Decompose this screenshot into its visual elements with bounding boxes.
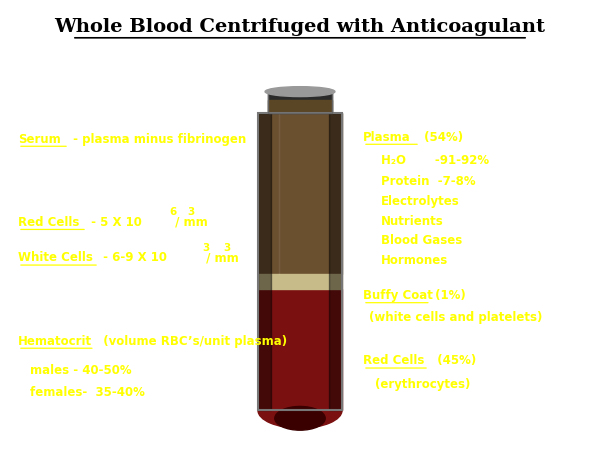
Ellipse shape bbox=[265, 87, 335, 97]
Text: Buffy Coat: Buffy Coat bbox=[363, 289, 433, 302]
Text: Protein  -7-8%: Protein -7-8% bbox=[381, 175, 476, 188]
Text: - 6-9 X 10: - 6-9 X 10 bbox=[99, 252, 167, 265]
Text: Red Cells: Red Cells bbox=[363, 355, 424, 367]
Bar bbox=[258, 113, 342, 410]
Text: 6: 6 bbox=[169, 207, 176, 217]
Bar bbox=[329, 113, 342, 410]
Text: Whole Blood Centrifuged with Anticoagulant: Whole Blood Centrifuged with Anticoagula… bbox=[55, 18, 545, 36]
Text: females-  35-40%: females- 35-40% bbox=[30, 386, 145, 399]
Bar bbox=[258, 274, 342, 288]
Text: Hormones: Hormones bbox=[381, 254, 448, 267]
Bar bbox=[268, 92, 332, 113]
Text: 3: 3 bbox=[187, 207, 194, 217]
Text: / mm: / mm bbox=[202, 252, 239, 265]
Text: Nutrients: Nutrients bbox=[381, 215, 444, 228]
Ellipse shape bbox=[275, 406, 325, 430]
Text: 3: 3 bbox=[224, 243, 231, 253]
Text: (54%): (54%) bbox=[420, 130, 463, 144]
Bar bbox=[268, 100, 332, 113]
Text: Hematocrit: Hematocrit bbox=[18, 335, 92, 347]
Text: (white cells and platelets): (white cells and platelets) bbox=[369, 311, 542, 324]
Text: - plasma minus fibrinogen: - plasma minus fibrinogen bbox=[69, 133, 246, 146]
Text: White Cells: White Cells bbox=[18, 252, 93, 265]
Text: Serum: Serum bbox=[18, 133, 61, 146]
Bar bbox=[258, 113, 271, 410]
Text: Plasma: Plasma bbox=[363, 130, 411, 144]
Text: (1%): (1%) bbox=[431, 289, 466, 302]
Text: (volume RBC’s/unit plasma): (volume RBC’s/unit plasma) bbox=[95, 335, 287, 347]
Text: Electrolytes: Electrolytes bbox=[381, 195, 460, 208]
Text: Red Cells: Red Cells bbox=[18, 216, 79, 229]
Text: - 5 X 10: - 5 X 10 bbox=[87, 216, 142, 229]
Text: H₂O       -91-92%: H₂O -91-92% bbox=[381, 154, 489, 167]
Ellipse shape bbox=[258, 392, 342, 428]
Text: Blood Gases: Blood Gases bbox=[381, 234, 462, 248]
Bar bbox=[268, 92, 332, 113]
Bar bbox=[258, 113, 342, 274]
Text: 3: 3 bbox=[202, 243, 209, 253]
Text: (45%): (45%) bbox=[429, 355, 476, 367]
Bar bbox=[258, 288, 342, 410]
Text: males - 40-50%: males - 40-50% bbox=[30, 364, 131, 377]
Text: / mm: / mm bbox=[171, 216, 208, 229]
Text: (erythrocytes): (erythrocytes) bbox=[375, 378, 470, 391]
